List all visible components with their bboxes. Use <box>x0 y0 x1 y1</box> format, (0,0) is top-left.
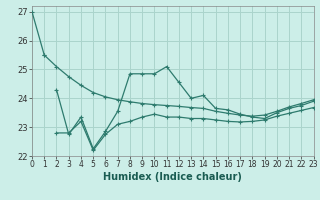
X-axis label: Humidex (Indice chaleur): Humidex (Indice chaleur) <box>103 172 242 182</box>
